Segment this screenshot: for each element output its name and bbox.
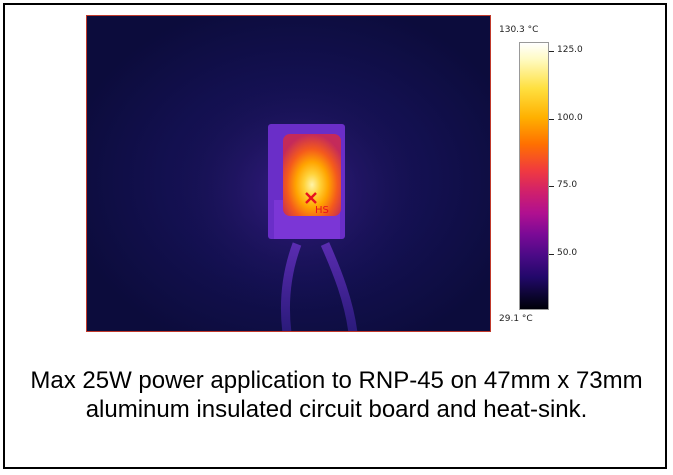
hotspot-region xyxy=(283,134,341,216)
slide-caption: Max 25W power application to RNP-45 on 4… xyxy=(30,367,643,423)
colorbar-tick xyxy=(549,254,554,255)
colorbar-tick-label: 50.0 xyxy=(557,248,578,258)
colorbar-tick xyxy=(549,119,554,120)
colorbar-tick-label: 100.0 xyxy=(557,113,583,123)
colorbar-tick xyxy=(549,51,554,52)
temperature-colorbar xyxy=(519,42,549,310)
thermal-scene: HS xyxy=(169,71,429,331)
colorbar-tick-label: 125.0 xyxy=(557,45,583,55)
scale-min-label: 29.1 °C xyxy=(499,314,533,324)
hotspot-label: HS xyxy=(315,205,329,216)
lead-wire-right xyxy=(320,242,358,331)
scale-max-label: 130.3 °C xyxy=(499,25,539,35)
colorbar-tick-label: 75.0 xyxy=(557,180,578,190)
hotspot-marker xyxy=(305,192,317,204)
colorbar-tick xyxy=(549,186,554,187)
lead-wire-left xyxy=(281,242,302,331)
thermal-image: HS xyxy=(86,15,491,332)
